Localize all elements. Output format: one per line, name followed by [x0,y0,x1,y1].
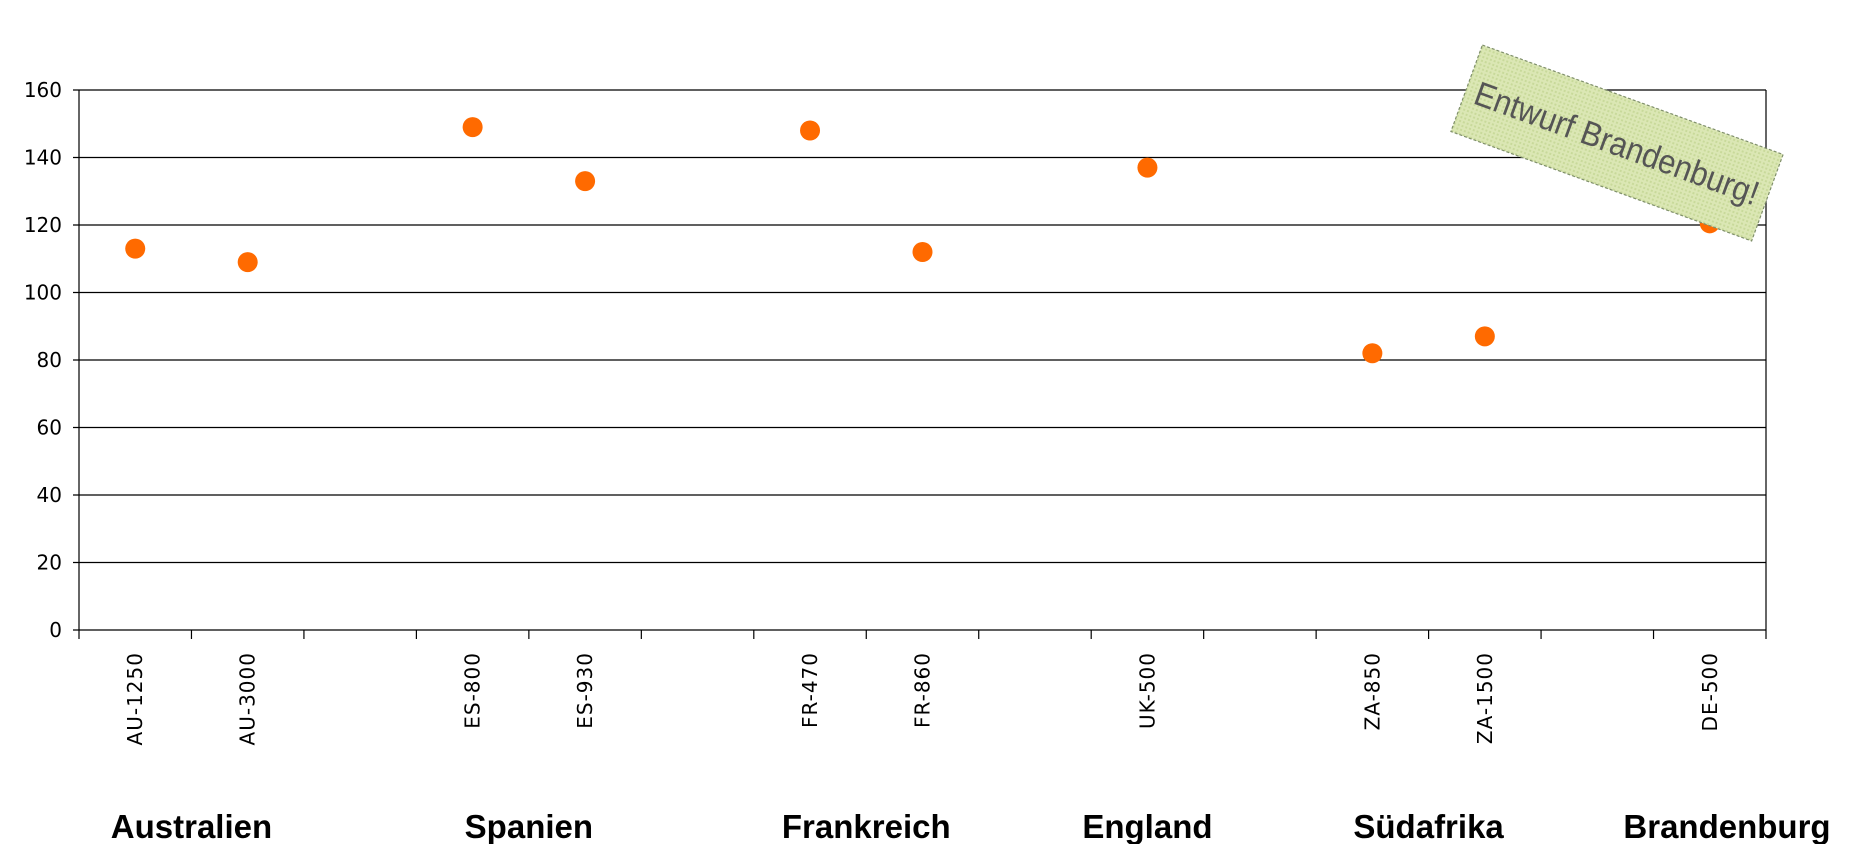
group-label: Brandenburg [1623,808,1830,844]
y-axis-tick-labels: 0 20 40 60 80 100 120 140 160 [24,78,62,642]
group-label: Spanien [465,808,593,844]
data-point [125,238,146,259]
data-point [575,171,596,192]
gridlines [73,89,1766,631]
data-point [1474,326,1495,347]
draft-stamp: Entwurf Brandenburg! [1450,44,1784,242]
group-label: Südafrika [1353,808,1504,844]
x-category-label: FR-860 [911,652,935,728]
x-category-label: UK-500 [1135,652,1159,729]
draft-stamp-background [1450,44,1784,242]
data-point [800,120,821,141]
y-tick-label-160: 160 [24,78,62,102]
data-points [125,117,1720,364]
x-category-label: ZA-850 [1360,652,1384,730]
x-axis-category-labels: AU-1250 AU-3000 ES-800 ES-930 FR-470 FR-860 UK… [123,652,1722,745]
data-point [912,242,933,262]
group-label: Frankreich [782,808,951,844]
data-point [1137,157,1158,178]
y-tick-label-100: 100 [24,281,62,305]
x-category-label: ES-930 [573,652,597,729]
x-category-label: FR-470 [798,652,822,728]
x-category-label: ZA-1500 [1473,652,1497,744]
data-point [462,117,483,138]
country-group-labels: Australien Spanien Frankreich England Südafr… [111,808,1831,844]
x-category-label: DE-500 [1698,652,1722,731]
y-tick-label-60: 60 [37,416,62,440]
y-tick-label-0: 0 [49,618,62,642]
x-axis [78,90,1767,639]
group-label: Australien [111,808,272,844]
x-category-label: AU-1250 [123,652,147,745]
data-point [237,252,258,273]
x-category-label: ES-800 [461,652,485,729]
y-tick-label-140: 140 [24,146,62,170]
y-tick-label-40: 40 [37,483,62,507]
data-point [1362,343,1383,364]
x-category-label: AU-3000 [236,652,260,745]
y-tick-label-80: 80 [37,348,62,372]
y-tick-label-120: 120 [24,213,62,237]
y-tick-label-20: 20 [37,551,62,575]
group-label: England [1082,808,1212,844]
